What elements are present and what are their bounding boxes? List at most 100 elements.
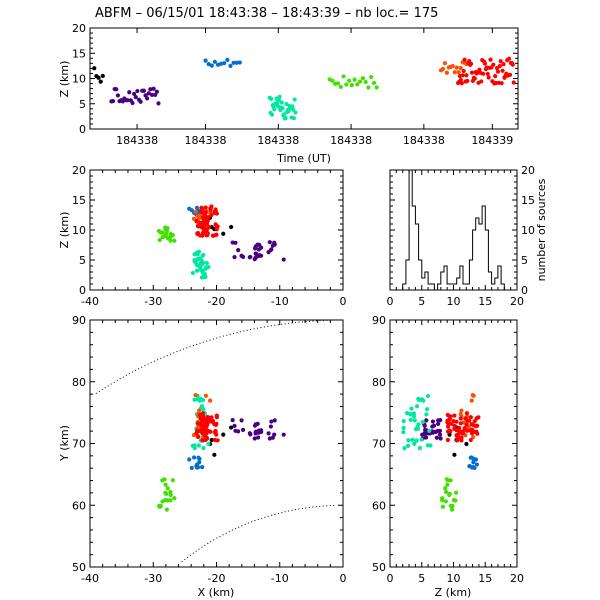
source-point <box>358 79 363 84</box>
source-point <box>438 436 443 441</box>
source-point <box>232 423 237 428</box>
source-point <box>240 427 246 432</box>
source-point <box>440 66 446 72</box>
source-point <box>256 435 261 440</box>
source-point <box>493 74 498 79</box>
source-point <box>346 78 352 83</box>
source-point <box>221 231 226 236</box>
source-point <box>468 61 474 66</box>
source-point <box>453 498 458 503</box>
source-point <box>205 218 210 223</box>
source-point <box>195 429 201 434</box>
source-point <box>447 432 452 437</box>
source-point <box>363 79 368 85</box>
source-point <box>293 110 298 115</box>
source-point <box>257 253 262 258</box>
y-tick-label: 0 <box>79 284 86 297</box>
x-y-xlabel: X (km) <box>198 586 235 599</box>
source-point <box>430 419 436 424</box>
source-point <box>266 431 271 436</box>
source-point <box>445 437 450 443</box>
source-point <box>253 255 258 260</box>
y-tick-label: 50 <box>72 561 86 574</box>
y-tick-label: 20 <box>72 22 86 35</box>
x-tick-label: 5 <box>418 295 425 308</box>
source-point <box>148 87 153 92</box>
x-y-frame <box>89 319 344 568</box>
source-point <box>464 73 469 78</box>
source-point <box>195 464 200 469</box>
source-point <box>191 455 197 460</box>
source-point <box>269 112 275 117</box>
source-point <box>506 56 512 61</box>
source-point <box>212 452 217 457</box>
source-point <box>471 435 476 440</box>
source-point <box>279 100 284 105</box>
source-point <box>498 59 503 64</box>
source-point <box>283 116 288 121</box>
source-point <box>229 425 234 430</box>
source-point <box>481 71 486 76</box>
x-tick-label: 184338 <box>257 134 299 147</box>
source-point <box>369 74 374 80</box>
source-point <box>409 406 414 411</box>
source-point <box>442 61 448 66</box>
source-point <box>190 270 195 276</box>
source-point <box>192 397 197 402</box>
source-point <box>497 63 502 69</box>
source-point <box>510 62 515 67</box>
source-point <box>476 415 481 420</box>
source-point <box>210 418 216 423</box>
source-point <box>464 441 469 447</box>
source-point <box>146 91 151 96</box>
source-point <box>212 59 217 64</box>
source-point <box>459 81 464 86</box>
source-point <box>192 258 197 263</box>
x-tick-label: -30 <box>144 295 162 308</box>
source-point <box>195 434 201 439</box>
source-point <box>424 418 429 423</box>
source-point <box>448 503 453 509</box>
source-point <box>408 412 413 417</box>
time-height-xlabel: Time (UT) <box>276 152 331 165</box>
source-point <box>416 397 422 403</box>
source-point <box>153 92 158 97</box>
source-point <box>193 392 198 398</box>
histogram-step-line <box>402 169 508 291</box>
source-point <box>168 238 173 243</box>
source-point <box>281 432 286 437</box>
source-point <box>445 429 451 434</box>
source-point <box>406 438 411 443</box>
y-tick-label: 15 <box>72 47 86 60</box>
source-point <box>196 443 201 448</box>
source-point <box>444 70 449 75</box>
y-tick-label: 90 <box>72 314 86 327</box>
source-point <box>225 57 230 62</box>
source-point <box>270 435 275 440</box>
y-tick-label: 15 <box>521 194 535 207</box>
x-tick-label: 184339 <box>471 134 513 147</box>
source-point <box>458 421 463 426</box>
source-point <box>276 97 281 103</box>
source-point <box>408 417 413 422</box>
y-tick-label: 10 <box>72 73 86 86</box>
source-point <box>168 492 173 498</box>
source-point <box>239 253 244 258</box>
source-point <box>452 413 457 418</box>
source-point <box>456 432 461 437</box>
source-point <box>170 233 175 238</box>
source-point <box>231 60 236 65</box>
source-point <box>214 232 219 237</box>
source-point <box>349 83 354 88</box>
y-tick-label: 20 <box>72 164 86 177</box>
source-point <box>189 465 194 471</box>
source-point <box>255 242 260 247</box>
source-point <box>291 107 296 112</box>
source-point <box>165 498 170 503</box>
source-point <box>474 429 479 434</box>
source-point <box>194 219 199 224</box>
source-point <box>201 275 206 280</box>
source-point <box>290 104 295 109</box>
source-point <box>272 107 277 112</box>
